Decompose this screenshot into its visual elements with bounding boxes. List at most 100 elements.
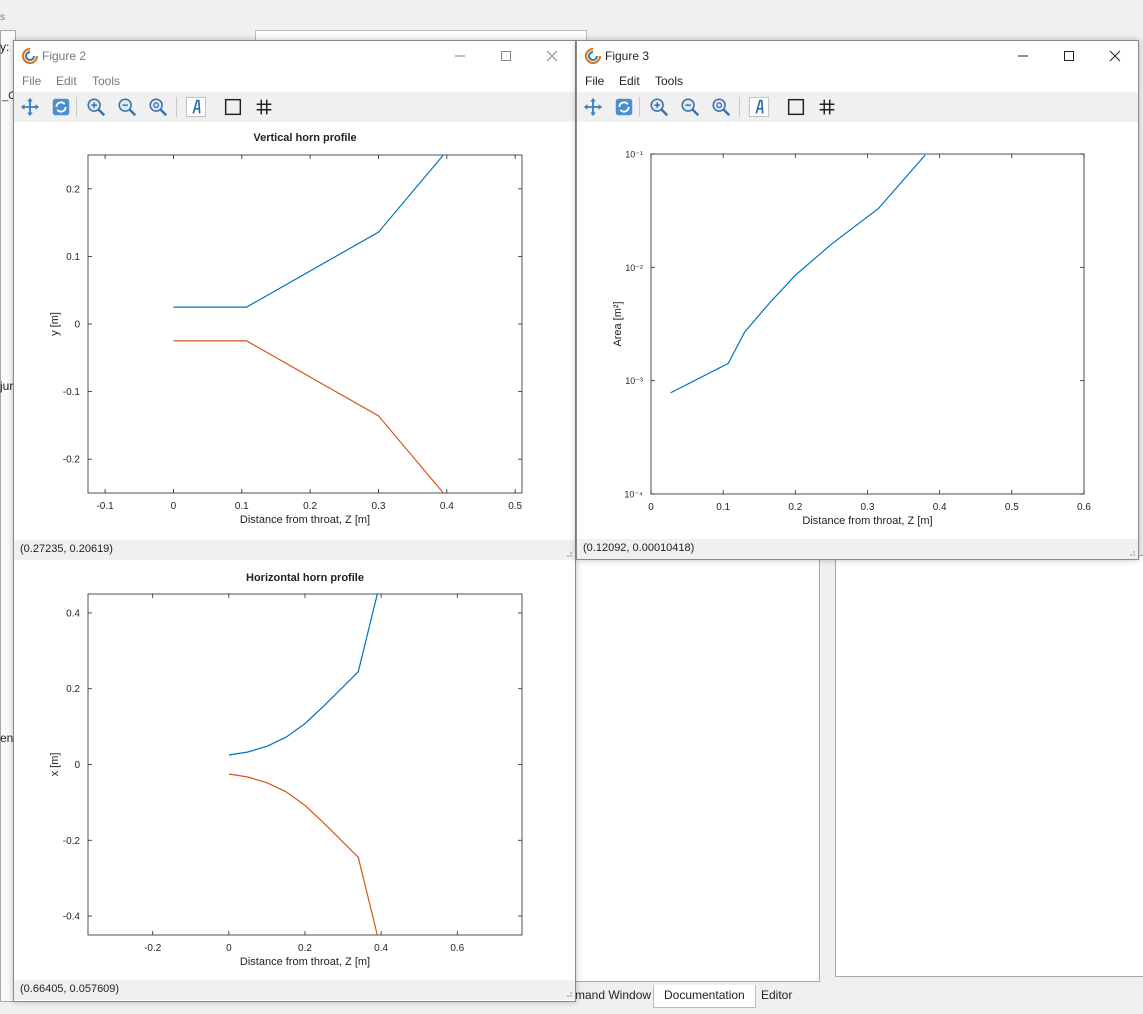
- pan-icon: [20, 97, 40, 117]
- zoom-reset-button[interactable]: [709, 96, 733, 118]
- menu-bar: File Edit Tools: [577, 71, 1138, 91]
- toolbar-separator: [76, 97, 77, 117]
- tab-command-window[interactable]: mand Window: [575, 988, 652, 1002]
- text-button[interactable]: [747, 96, 771, 118]
- maximize-button[interactable]: [1046, 41, 1092, 71]
- menu-file[interactable]: File: [22, 74, 42, 88]
- menu-edit[interactable]: Edit: [619, 74, 640, 88]
- close-button[interactable]: [529, 41, 575, 71]
- zoom-in-button[interactable]: [84, 96, 108, 118]
- minimize-button[interactable]: [437, 41, 483, 71]
- plot-axes-box: [87, 593, 523, 936]
- grid-button[interactable]: [815, 96, 839, 118]
- figure-3-canvas[interactable]: 0 0.1 0.2 0.3 0.4 0.5 0.6 10⁻⁴ 10⁻³ 10⁻² 10⁻¹ Dista…: [577, 122, 1138, 539]
- text-icon: [748, 96, 770, 118]
- x-tick-label: -0.1: [96, 501, 114, 512]
- series-line-2: [228, 773, 378, 936]
- x-tick-label: 0.6: [1077, 502, 1091, 513]
- box-button[interactable]: [784, 96, 808, 118]
- close-icon: [546, 50, 558, 62]
- background-fragment: en: [0, 731, 14, 745]
- tab-documentation[interactable]: Documentation: [653, 985, 756, 1008]
- minimize-button[interactable]: [1000, 41, 1046, 71]
- toolbar-separator: [739, 97, 740, 117]
- x-axis-label: Distance from throat, Z [m]: [802, 515, 932, 527]
- resize-grip-icon[interactable]: [563, 988, 573, 998]
- y-tick-label: 0.2: [66, 684, 80, 695]
- box-button[interactable]: [221, 96, 245, 118]
- y-tick-label: 0.2: [66, 184, 80, 195]
- status-bar: (0.12092, 0.00010418): [577, 539, 1138, 559]
- zoom-in-icon: [87, 98, 106, 117]
- pan-button[interactable]: [18, 96, 42, 118]
- x-tick-label: 0.2: [788, 502, 802, 513]
- octave-logo-icon: [22, 48, 38, 64]
- y-tick-label: 10⁻²: [625, 263, 643, 273]
- x-axis-label: Distance from throat, Z [m]: [240, 956, 370, 968]
- y-tick-label: -0.1: [63, 387, 81, 398]
- text-icon: [185, 96, 207, 118]
- area-chart: 0 0.1 0.2 0.3 0.4 0.5 0.6 10⁻⁴ 10⁻³ 10⁻² 10⁻¹ Dista…: [612, 150, 1091, 528]
- x-tick-label: 0.4: [440, 501, 454, 512]
- chart-title: Horizontal horn profile: [246, 572, 364, 584]
- pan-icon: [583, 97, 603, 117]
- zoom-reset-button[interactable]: [146, 96, 170, 118]
- resize-grip-icon[interactable]: [563, 548, 573, 558]
- figure-2-window: Figure 2 File Edit Tools Vertical horn p…: [13, 40, 576, 1002]
- x-tick-label: 0.4: [374, 943, 388, 954]
- menu-bar: File Edit Tools: [14, 71, 575, 91]
- cursor-coordinates: (0.27235, 0.20619): [20, 543, 113, 555]
- maximize-button[interactable]: [483, 41, 529, 71]
- figure-3-titlebar[interactable]: Figure 3: [577, 41, 1138, 71]
- x-tick-label: 0: [226, 943, 232, 954]
- y-axis-label: Area [m²]: [612, 301, 624, 346]
- chart-title: Vertical horn profile: [253, 132, 356, 144]
- menu-tools[interactable]: Tools: [92, 74, 121, 88]
- y-axis-label: x [m]: [49, 753, 61, 777]
- menu-edit[interactable]: Edit: [56, 74, 77, 88]
- pan-button[interactable]: [581, 96, 605, 118]
- status-bar: (0.27235, 0.20619): [14, 540, 575, 560]
- zoom-out-icon: [681, 98, 700, 117]
- figure-2-lower-canvas[interactable]: Horizontal horn profile -0.2 0 0.2 0.4 0.6 -0.…: [14, 560, 575, 980]
- rotate-button[interactable]: [612, 96, 636, 118]
- minimize-icon: [455, 55, 465, 57]
- figure-2-canvas[interactable]: Vertical horn profile -0.1 0 0.1 0.2 0.3 0.4 0.…: [14, 122, 575, 540]
- zoom-in-icon: [650, 98, 669, 117]
- zoom-out-button[interactable]: [115, 96, 139, 118]
- x-tick-label: 0.2: [298, 943, 312, 954]
- close-button[interactable]: [1092, 41, 1138, 71]
- y-tick-label: 0: [74, 760, 80, 771]
- vertical-horn-chart: Vertical horn profile -0.1 0 0.1 0.2 0.3 0.4 0.…: [49, 132, 523, 526]
- y-tick-label: 0.1: [66, 252, 80, 263]
- zoom-out-button[interactable]: [678, 96, 702, 118]
- background-fragment: y:: [0, 40, 10, 54]
- tab-editor[interactable]: Editor: [761, 988, 793, 1002]
- box-icon: [224, 98, 242, 116]
- figure-toolbar: [14, 92, 575, 122]
- x-tick-label: 0.2: [303, 501, 317, 512]
- window-title: Figure 3: [605, 49, 650, 63]
- y-tick-label: 10⁻⁴: [624, 490, 643, 500]
- zoom-in-button[interactable]: [647, 96, 671, 118]
- resize-grip-icon[interactable]: [1126, 547, 1136, 557]
- grid-button[interactable]: [252, 96, 276, 118]
- x-tick-label: 0.4: [933, 502, 947, 513]
- series-line-1: [228, 593, 378, 756]
- x-tick-label: 0: [171, 501, 177, 512]
- figure-2-titlebar[interactable]: Figure 2: [14, 41, 575, 71]
- zoom-out-icon: [118, 98, 137, 117]
- x-tick-label: 0.6: [450, 943, 464, 954]
- rotate-button[interactable]: [49, 96, 73, 118]
- plot-axes-box: [87, 154, 523, 494]
- maximize-icon: [501, 51, 511, 61]
- documentation-pane: [835, 555, 1143, 977]
- menu-file[interactable]: File: [585, 74, 605, 88]
- series-line-2: [173, 340, 444, 494]
- menu-tools[interactable]: Tools: [655, 74, 684, 88]
- maximize-icon: [1064, 51, 1074, 61]
- y-tick-label: -0.4: [63, 912, 81, 923]
- x-tick-label: -0.2: [144, 943, 162, 954]
- background-fragment: jur: [0, 379, 14, 393]
- text-button[interactable]: [184, 96, 208, 118]
